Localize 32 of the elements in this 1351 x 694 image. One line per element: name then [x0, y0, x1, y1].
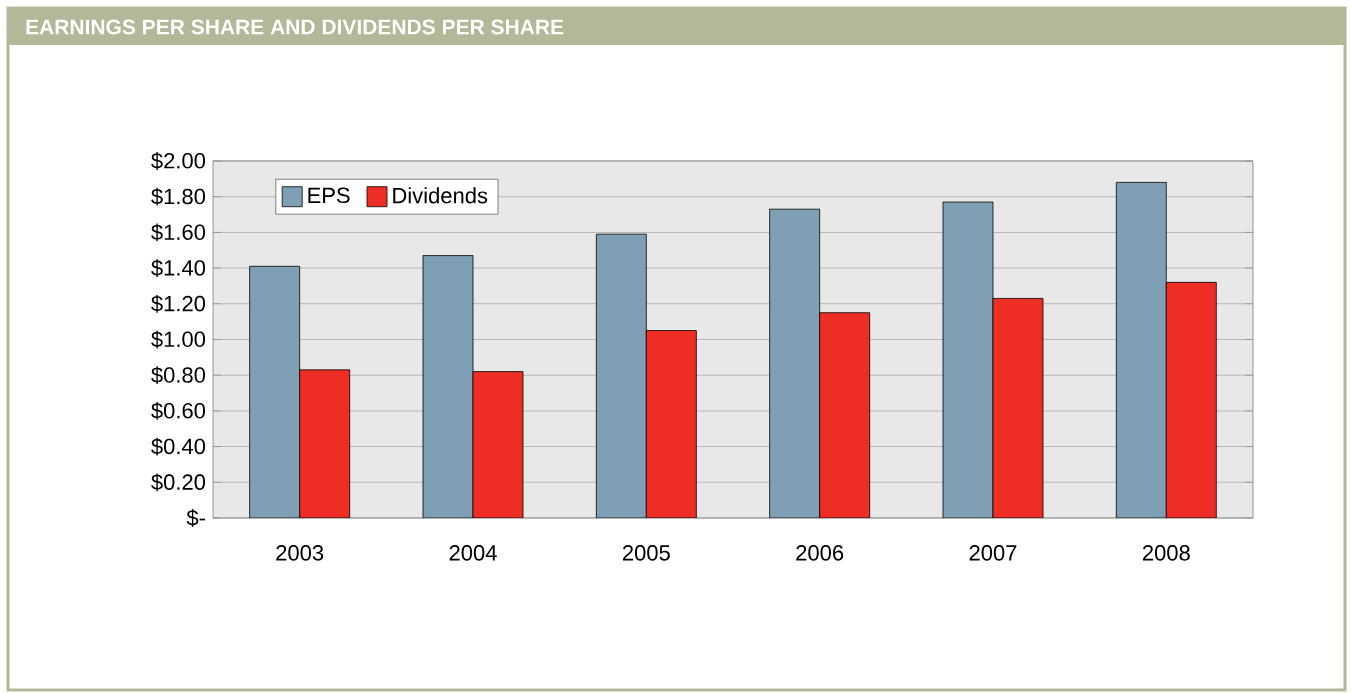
x-tick-label: 2005	[622, 545, 670, 561]
y-tick-label: $1.80	[151, 187, 206, 206]
legend-label: EPS	[308, 187, 350, 204]
y-tick-label: $1.60	[151, 223, 206, 242]
x-tick-label: 2008	[1142, 545, 1190, 561]
y-tick-label: $1.00	[151, 330, 206, 349]
bar	[595, 233, 647, 518]
bar	[645, 330, 697, 518]
y-tick-label: $0.40	[151, 437, 206, 456]
x-tick-label: 2003	[276, 545, 324, 561]
x-tick-label: 2004	[449, 545, 497, 561]
legend-label: Dividends	[393, 187, 488, 204]
bar	[819, 312, 871, 518]
bar	[1165, 281, 1217, 518]
bar	[249, 265, 301, 518]
y-tick-label: $0.60	[151, 401, 206, 420]
bar	[1115, 182, 1167, 518]
y-tick-label: $1.40	[151, 259, 206, 277]
bar	[942, 201, 994, 518]
bar	[992, 298, 1044, 518]
x-tick-label: 2006	[796, 545, 844, 561]
y-tick-label: $1.20	[151, 294, 206, 313]
chart-title: EARNINGS PER SHARE AND DIVIDENDS PER SHARE	[26, 19, 564, 35]
bar	[472, 371, 524, 518]
y-tick-label: $0.80	[151, 366, 206, 385]
x-tick-label: 2007	[969, 545, 1017, 561]
y-tick-label: $2.00	[151, 152, 206, 170]
y-tick-label: $-	[186, 509, 205, 527]
bar	[422, 255, 474, 518]
bar	[769, 208, 821, 518]
y-tick-label: $0.20	[151, 473, 206, 492]
bar	[299, 369, 351, 518]
